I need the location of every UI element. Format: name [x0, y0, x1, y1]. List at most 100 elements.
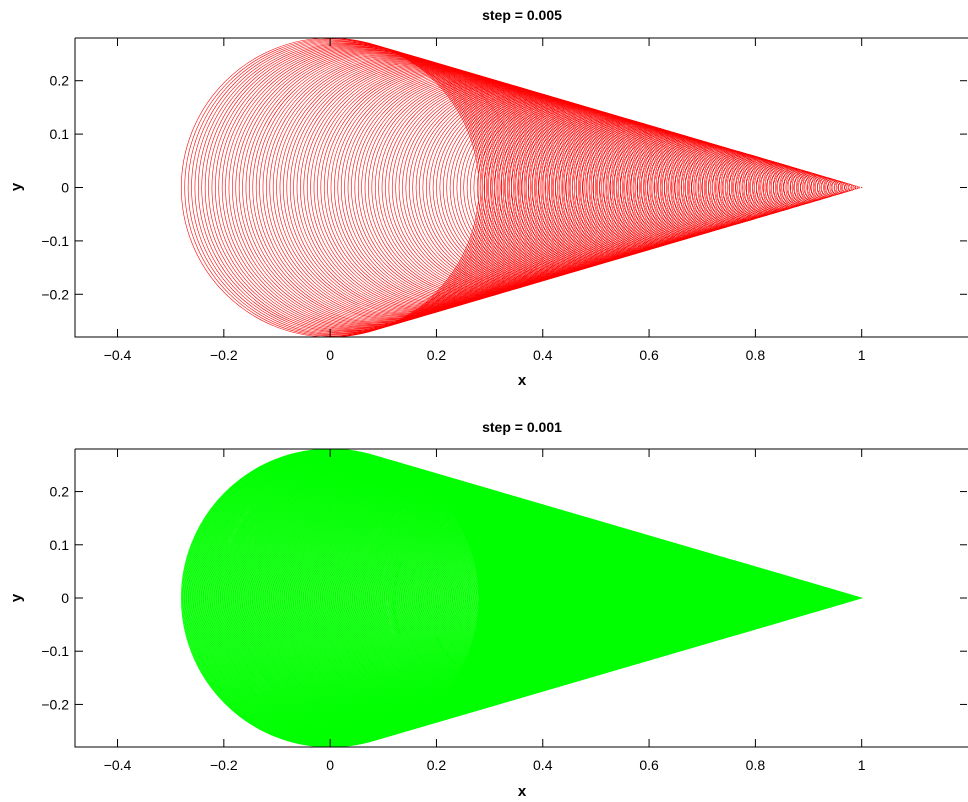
subplot-top: step = 0.005 −0.4 −0.2 0 0.2 0.4 0.6 0.8 1 −0.2… — [8, 7, 968, 389]
circle-mark — [596, 128, 713, 247]
y-tick-label: 0.1 — [50, 126, 70, 142]
circle-series — [180, 448, 863, 748]
circle-mark — [221, 46, 503, 329]
circle-mark — [766, 166, 809, 209]
circle-mark — [412, 88, 610, 287]
circle-mark — [796, 173, 826, 203]
circle-mark — [735, 159, 792, 216]
circle-mark — [334, 71, 566, 304]
circle-mark — [562, 121, 694, 254]
circle-mark — [436, 93, 623, 282]
circle-mark — [201, 42, 491, 333]
x-ticks: −0.4 −0.2 0 0.2 0.4 0.6 0.8 1 — [104, 449, 866, 773]
circle-mark — [531, 114, 677, 261]
circle-mark — [388, 83, 597, 292]
circle-mark — [810, 175, 834, 200]
circle-mark — [599, 129, 715, 246]
circle-mark — [357, 76, 579, 299]
circle-mark — [582, 125, 706, 250]
circle-mark — [198, 41, 489, 334]
x-axis-label: x — [518, 783, 527, 800]
circle-mark — [575, 124, 702, 251]
circle-mark — [789, 171, 822, 204]
circle-mark — [255, 54, 522, 321]
circle-mark — [466, 100, 641, 275]
circle-mark — [817, 177, 838, 198]
x-tick-label: 0 — [326, 757, 334, 773]
circle-mark — [691, 149, 767, 226]
circle-mark — [327, 69, 562, 306]
circle-mark — [579, 125, 704, 250]
circle-mark — [500, 107, 660, 268]
circle-mark — [664, 143, 752, 232]
circle-mark — [429, 92, 619, 283]
circle-mark — [493, 106, 656, 269]
circle-mark — [541, 116, 683, 259]
circle-mark — [276, 58, 533, 317]
y-tick-label: 0.2 — [50, 484, 70, 500]
circle-mark — [289, 61, 541, 314]
circle-mark — [487, 104, 652, 271]
x-tick-label: 0.8 — [746, 757, 766, 773]
circle-mark — [269, 57, 530, 318]
circle-mark — [344, 73, 572, 302]
circle-mark — [306, 65, 551, 310]
circle-mark — [235, 49, 510, 326]
x-ticks: −0.4 −0.2 0 0.2 0.4 0.6 0.8 1 — [104, 38, 866, 363]
circle-mark — [725, 157, 786, 218]
circle-mark — [555, 119, 690, 256]
circle-mark — [204, 42, 493, 333]
y-ticks: −0.2 −0.1 0 0.1 0.2 — [41, 73, 967, 302]
circle-mark — [694, 150, 769, 225]
circle-mark — [820, 178, 840, 197]
circle-mark — [745, 161, 797, 214]
circle-mark — [337, 72, 568, 303]
circle-mark — [861, 186, 863, 189]
circle-mark — [374, 80, 589, 295]
circle-mark — [432, 93, 621, 282]
circle-mark — [303, 64, 549, 311]
circle-mark — [323, 69, 560, 306]
circle-mark — [422, 90, 616, 285]
circle-mark — [840, 182, 851, 193]
circle-mark — [854, 185, 859, 190]
circle-mark — [419, 90, 614, 285]
circle-mark — [732, 158, 790, 217]
circle-mark — [701, 152, 773, 223]
circle-mark — [633, 137, 734, 238]
circle-mark — [847, 184, 855, 191]
y-tick-label: −0.2 — [41, 286, 69, 302]
circle-mark — [514, 110, 667, 265]
circle-mark — [527, 113, 675, 262]
y-tick-label: −0.1 — [41, 643, 69, 659]
chart-title: step = 0.005 — [482, 7, 562, 23]
circle-mark — [630, 136, 732, 239]
circle-mark — [759, 164, 805, 211]
x-tick-label: −0.2 — [210, 757, 238, 773]
x-tick-label: 1 — [858, 757, 866, 773]
circle-mark — [364, 78, 583, 297]
circle-mark — [459, 99, 637, 276]
circle-mark — [834, 181, 847, 194]
circle-mark — [385, 82, 595, 293]
y-tick-label: −0.2 — [41, 696, 69, 712]
circle-mark — [857, 186, 861, 189]
circle-mark — [361, 77, 581, 298]
circle-mark — [211, 44, 497, 331]
axis-frame — [74, 37, 968, 338]
circle-mark — [803, 174, 830, 201]
circle-mark — [249, 52, 518, 323]
circle-mark — [687, 149, 765, 226]
circle-mark — [704, 152, 774, 223]
circle-mark — [368, 78, 585, 297]
subplot-bottom: step = 0.001 −0.4 −0.2 0 0.2 0.4 0.6 0.8 1 −0.2… — [8, 419, 968, 800]
circle-mark — [718, 155, 782, 220]
circle-mark — [507, 109, 663, 266]
circle-mark — [354, 75, 577, 300]
circle-mark — [609, 131, 721, 244]
circle-mark — [351, 75, 575, 300]
circle-mark — [483, 104, 650, 271]
circle-mark — [272, 57, 531, 318]
circle-mark — [708, 153, 776, 222]
circle-mark — [636, 137, 736, 238]
